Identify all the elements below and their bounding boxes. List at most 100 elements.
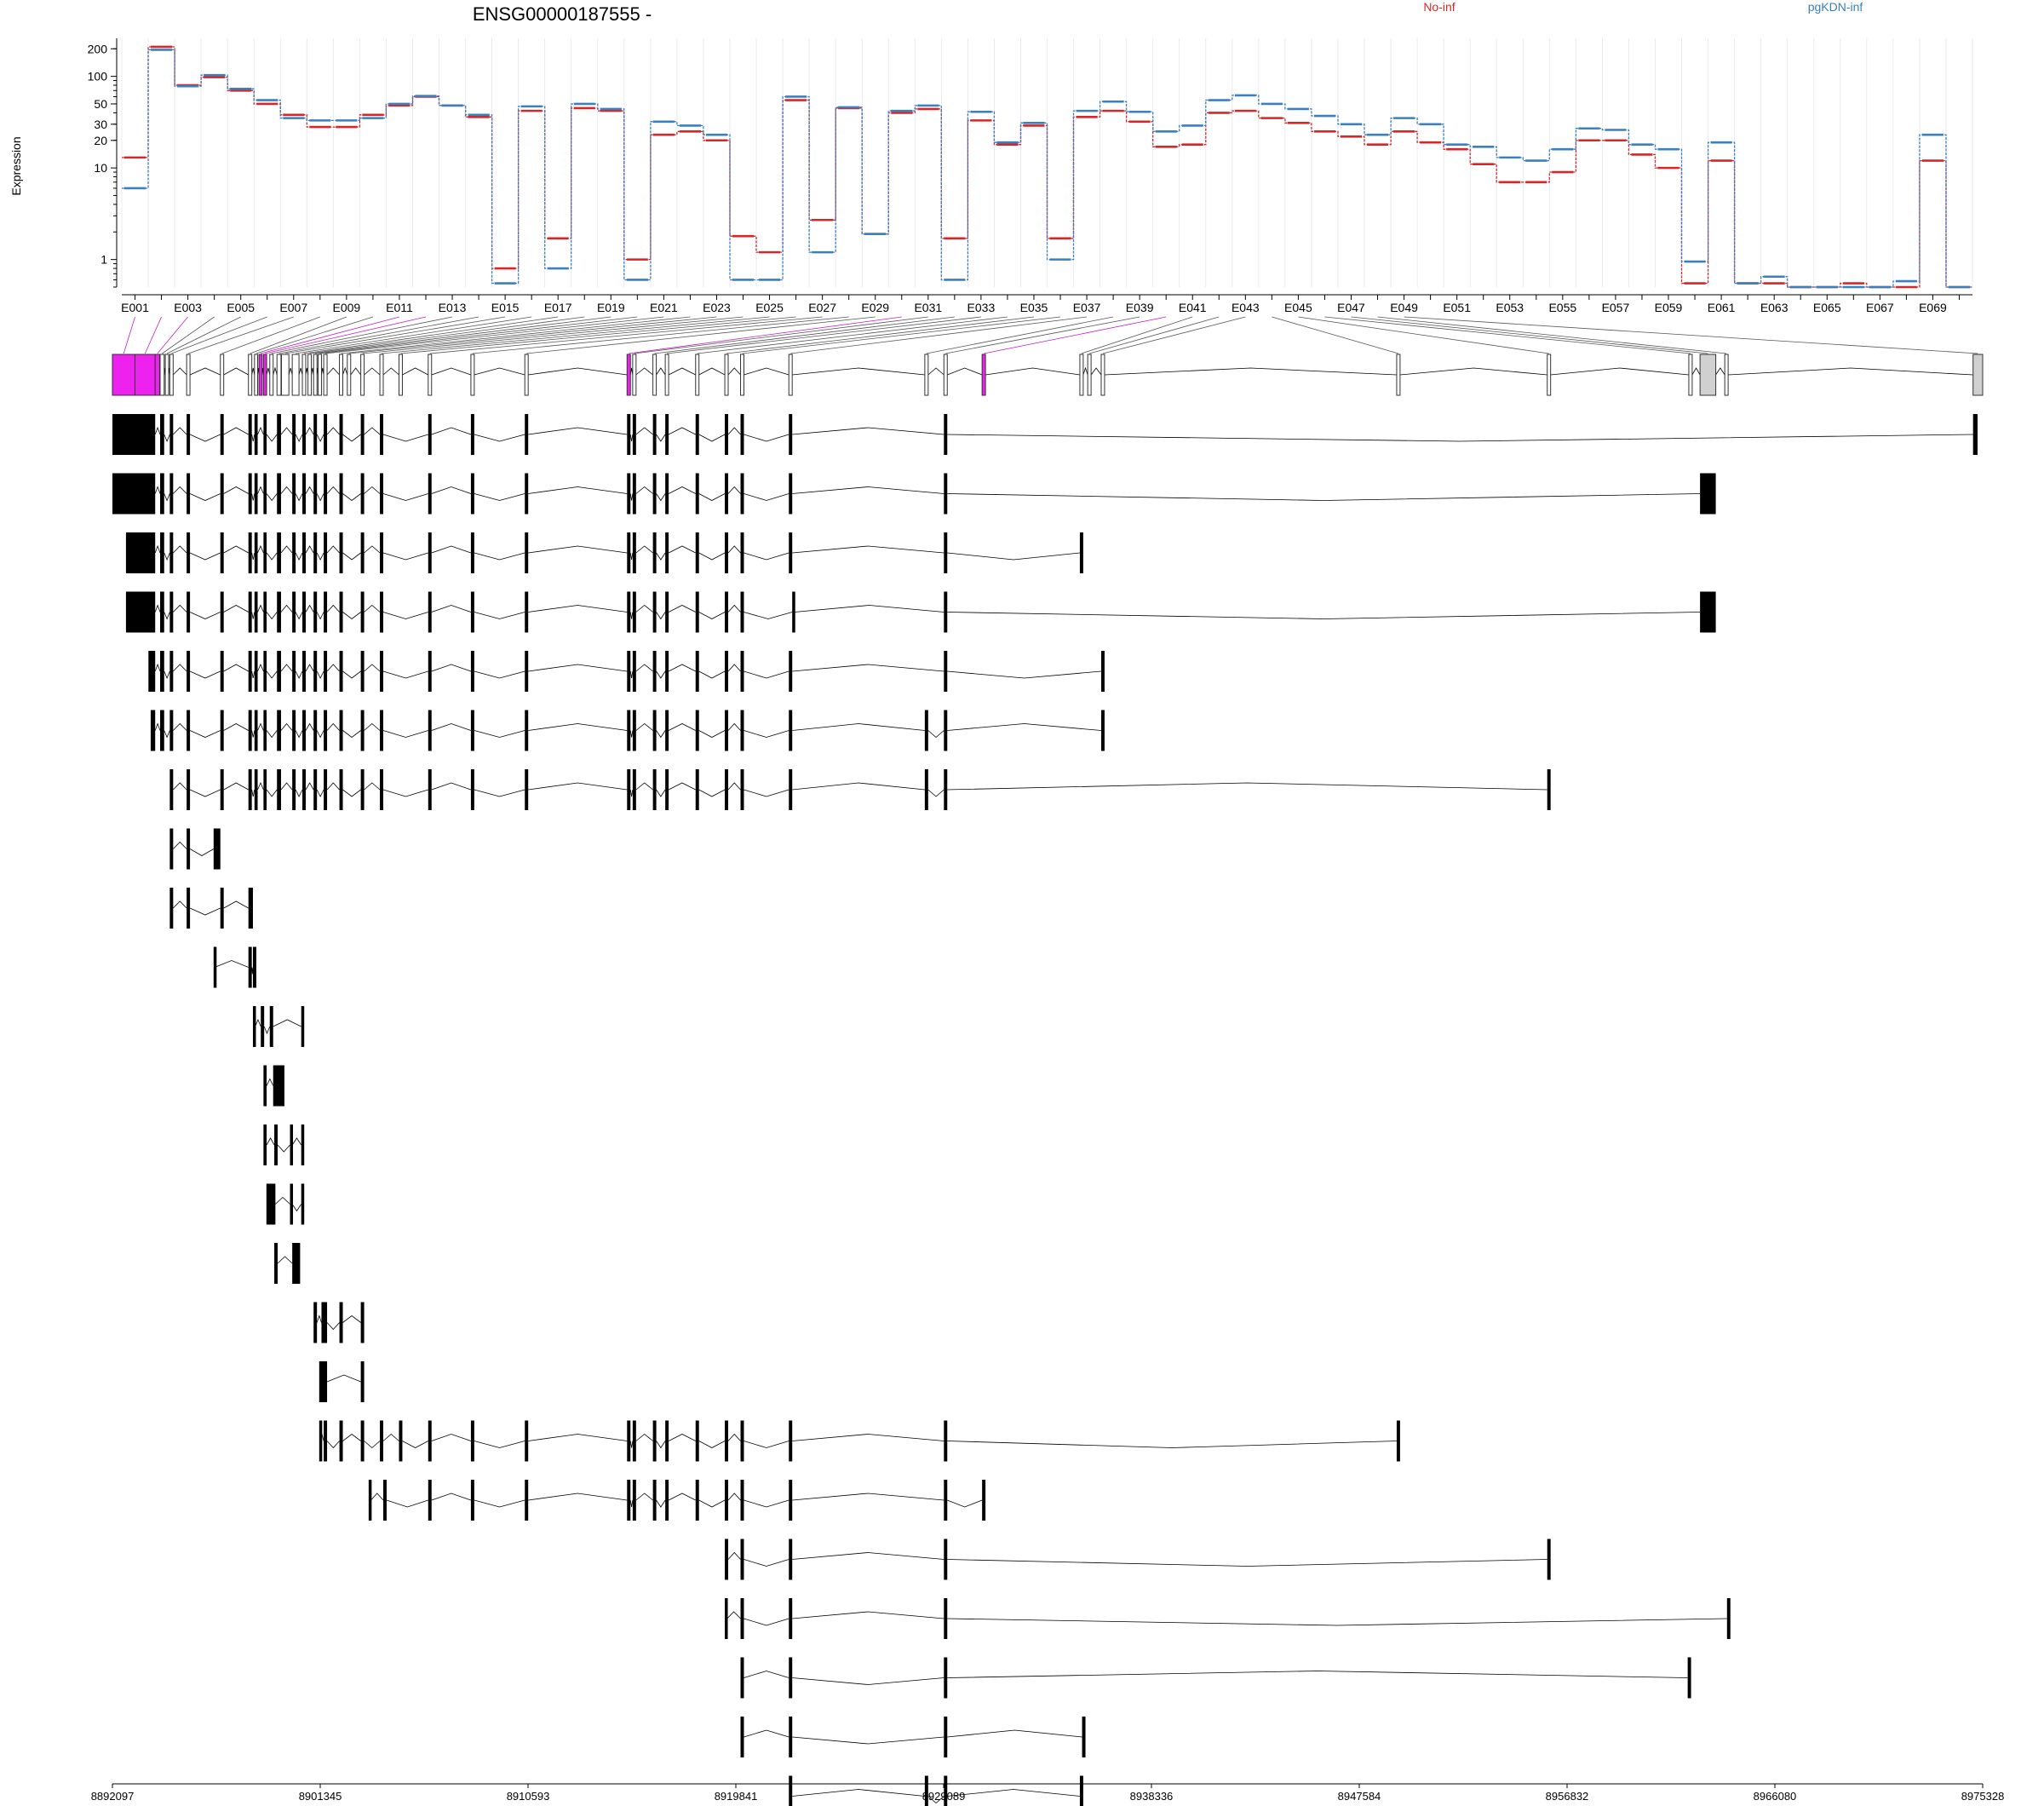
intron — [744, 670, 789, 679]
transcript-exon — [324, 473, 328, 515]
intron — [744, 730, 789, 738]
exon-connector — [315, 316, 611, 354]
intron — [474, 1441, 525, 1448]
intron — [288, 367, 293, 376]
transcript-exon — [1972, 414, 1978, 455]
transcript-exon — [1547, 1539, 1551, 1580]
gene-model — [112, 316, 1984, 396]
transcript-exon — [525, 651, 529, 692]
transcript-exon — [982, 1480, 986, 1521]
transcript-exon — [254, 473, 258, 515]
intron — [342, 789, 361, 797]
transcript-exon — [187, 828, 191, 870]
model-exon — [317, 354, 322, 396]
intron — [1399, 367, 1547, 376]
transcript-exon — [1700, 591, 1716, 633]
intron — [474, 612, 525, 619]
transcript-exon — [252, 946, 256, 988]
intron — [792, 427, 944, 435]
intron — [223, 545, 249, 554]
transcript-exon — [360, 710, 365, 751]
legend-pgkdn-inf: pgKDN-inf — [1808, 0, 1863, 14]
model-exon — [134, 354, 156, 396]
intron — [189, 552, 221, 561]
transcript-exon — [169, 473, 174, 515]
intron — [257, 781, 264, 791]
intron — [257, 604, 264, 613]
exon-connector — [271, 316, 453, 354]
transcript-exon — [944, 1598, 948, 1639]
intron — [223, 782, 249, 791]
intron — [668, 1493, 696, 1501]
exon-connector — [1404, 316, 1978, 354]
intron — [698, 552, 726, 561]
intron — [173, 782, 187, 791]
transcript-exon — [740, 769, 744, 810]
intron — [727, 722, 741, 731]
transcript-exon — [792, 591, 795, 633]
transcript-exon — [254, 651, 258, 692]
x-tick-label: E009 — [333, 301, 361, 314]
intron — [1104, 367, 1397, 376]
intron — [528, 367, 628, 376]
transcript-track — [148, 651, 1105, 692]
model-exon — [313, 354, 318, 396]
exon-connector — [144, 316, 162, 354]
transcript-exon — [263, 532, 267, 573]
model-exon — [360, 354, 365, 396]
intron — [635, 1433, 653, 1441]
exon-connector — [265, 316, 427, 354]
intron — [656, 367, 666, 376]
intron — [528, 605, 628, 613]
intron — [1715, 367, 1725, 376]
intron — [727, 664, 741, 672]
intron — [295, 789, 303, 797]
model-exon — [1087, 354, 1092, 396]
x-tick-label: E037 — [1073, 301, 1101, 314]
intron — [295, 552, 303, 561]
transcript-exon — [220, 651, 224, 692]
y-axis-label: Expression — [9, 136, 23, 195]
transcript-exon — [263, 1065, 267, 1107]
transcript-exon — [740, 651, 744, 692]
transcript-exon — [277, 651, 281, 692]
intron — [298, 367, 303, 376]
intron — [326, 604, 340, 613]
transcript-exon — [470, 710, 474, 751]
transcript-exon — [248, 710, 252, 751]
transcript-exon — [944, 1420, 948, 1462]
transcript-exon — [313, 532, 318, 573]
transcript-exon — [1396, 1420, 1400, 1462]
transcript-exon — [169, 888, 174, 929]
intron — [189, 730, 221, 738]
intron — [326, 1441, 340, 1449]
intron — [382, 1433, 399, 1441]
transcript-exon — [269, 1006, 273, 1047]
intron — [342, 1314, 361, 1323]
intron — [342, 366, 348, 376]
transcript-exon — [148, 651, 156, 692]
transcript-exon — [324, 769, 328, 810]
intron — [280, 782, 293, 791]
intron — [173, 367, 187, 376]
x-tick-label: E019 — [597, 301, 625, 314]
intron — [668, 427, 696, 435]
transcript-exon — [125, 591, 156, 633]
transcript-exon — [380, 651, 384, 692]
exon-connector — [1324, 316, 1691, 354]
transcript-exon — [187, 710, 191, 751]
transcript-track — [725, 1539, 1551, 1580]
transcript-exon — [339, 591, 343, 633]
transcript-exon — [789, 1539, 793, 1580]
intron — [173, 545, 187, 554]
intron — [189, 434, 221, 442]
intron — [474, 434, 525, 442]
transcript-exon — [339, 710, 343, 751]
exon-connector — [278, 316, 479, 354]
transcript-track — [125, 532, 1083, 573]
transcript-track — [319, 1420, 1400, 1462]
x-tick-label: E041 — [1179, 301, 1207, 314]
transcript-exon — [944, 591, 948, 633]
intron — [635, 722, 653, 731]
transcript-exon — [695, 651, 699, 692]
